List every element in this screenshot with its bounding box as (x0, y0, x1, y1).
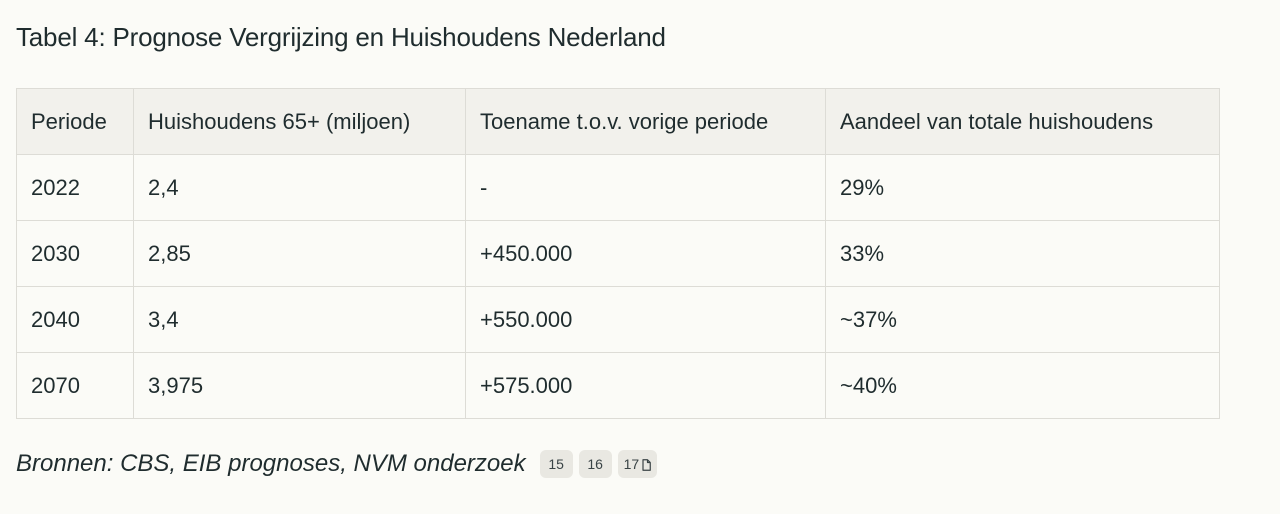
table-title: Tabel 4: Prognose Vergrijzing en Huishou… (16, 22, 666, 52)
document-icon (642, 458, 652, 471)
column-header-periode: Periode (16, 88, 134, 155)
table-cell: - (465, 154, 826, 221)
citation-badge-16[interactable]: 16 (578, 450, 612, 478)
table-row: 2030 2,85 +450.000 33% (16, 220, 1220, 287)
table-cell: +575.000 (465, 352, 826, 419)
table-cell: ~40% (825, 352, 1220, 419)
citation-number: 17 (623, 456, 640, 472)
table-cell: 2040 (16, 286, 134, 353)
data-table: Periode Huishoudens 65+ (miljoen) Toenam… (16, 88, 1220, 419)
column-header-toename: Toename t.o.v. vorige periode (465, 88, 826, 155)
citation-badge-15[interactable]: 15 (539, 450, 573, 478)
table-cell: +550.000 (465, 286, 826, 353)
table-cell: 33% (825, 220, 1220, 287)
table-cell: 2070 (16, 352, 134, 419)
table-row: 2070 3,975 +575.000 ~40% (16, 352, 1220, 419)
citation-badge-17[interactable]: 17 (617, 450, 658, 478)
column-header-huishoudens: Huishoudens 65+ (miljoen) (133, 88, 466, 155)
sources-line: Bronnen: CBS, EIB prognoses, NVM onderzo… (16, 450, 658, 478)
table-cell: 2030 (16, 220, 134, 287)
sources-text: Bronnen: CBS, EIB prognoses, NVM onderzo… (16, 450, 526, 477)
table-cell: 3,4 (133, 286, 466, 353)
table-cell: 29% (825, 154, 1220, 221)
table-cell: 3,975 (133, 352, 466, 419)
table-cell: 2022 (16, 154, 134, 221)
column-header-aandeel: Aandeel van totale huishoudens (825, 88, 1220, 155)
table-cell: ~37% (825, 286, 1220, 353)
citation-number: 16 (587, 456, 603, 472)
table-row: 2040 3,4 +550.000 ~37% (16, 286, 1220, 353)
table-row: 2022 2,4 - 29% (16, 154, 1220, 221)
table-cell: 2,4 (133, 154, 466, 221)
citation-number: 15 (548, 456, 564, 472)
table-cell: 2,85 (133, 220, 466, 287)
table-header-row: Periode Huishoudens 65+ (miljoen) Toenam… (16, 88, 1220, 155)
table-cell: +450.000 (465, 220, 826, 287)
